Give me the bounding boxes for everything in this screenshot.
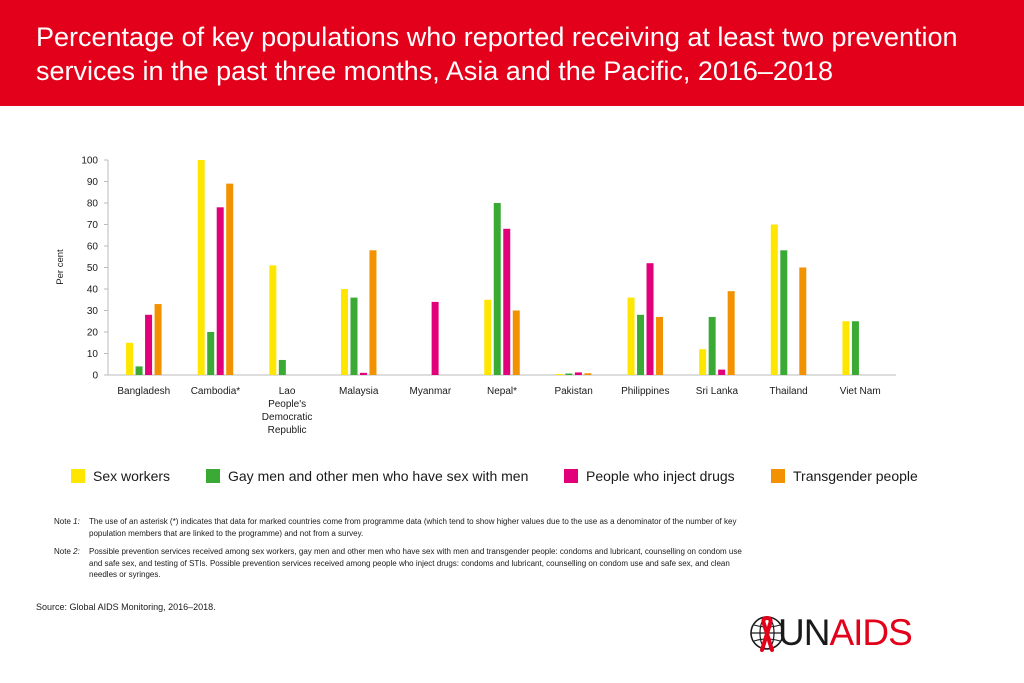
bar	[637, 314, 645, 375]
note-1-word: Note	[54, 517, 71, 526]
bar	[780, 250, 788, 375]
bar	[565, 373, 573, 375]
bar	[574, 372, 582, 375]
chart-title: Percentage of key populations who report…	[36, 22, 958, 86]
legend-item-sex-workers: Sex workers	[71, 466, 170, 486]
note-1-text: The use of an asterisk (*) indicates tha…	[89, 517, 737, 538]
x-tick-label: Myanmar	[410, 386, 452, 397]
legend-swatch-pwid	[564, 469, 578, 483]
bar	[799, 267, 807, 375]
y-tick-label: 50	[87, 263, 99, 274]
y-tick-label: 0	[92, 371, 98, 382]
x-tick-label: Democratic	[262, 412, 313, 423]
bar	[842, 321, 850, 375]
legend-label-pwid: People who inject drugs	[586, 468, 735, 484]
x-tick-label: People's	[268, 399, 306, 410]
red-ribbon-globe-icon	[750, 615, 784, 652]
source-text: Global AIDS Monitoring, 2016–2018.	[69, 602, 216, 612]
x-tick-label: Nepal*	[487, 386, 517, 397]
bar	[646, 263, 654, 375]
x-tick-label: Philippines	[621, 386, 669, 397]
x-tick-label: Bangladesh	[117, 386, 170, 397]
note-2-word: Note	[54, 547, 71, 556]
x-tick-label: Pakistan	[554, 386, 592, 397]
bar	[708, 316, 716, 375]
note-2: Note 2: Possible prevention services rec…	[54, 546, 754, 581]
chart-notes: Note 1: The use of an asterisk (*) indic…	[54, 516, 754, 588]
bar	[226, 183, 234, 375]
bar	[216, 207, 224, 375]
bar	[555, 373, 563, 375]
bar	[350, 297, 358, 375]
x-tick-label: Lao	[279, 386, 296, 397]
source-label: Source:	[36, 602, 68, 612]
x-tick-label: Republic	[268, 425, 307, 436]
bar	[493, 203, 501, 375]
bar	[627, 297, 635, 375]
logo-aids: AIDS	[829, 612, 912, 653]
legend-label-msm: Gay men and other men who have sex with …	[228, 468, 529, 484]
bar	[359, 372, 367, 375]
bar	[126, 342, 134, 375]
source-line: Source: Global AIDS Monitoring, 2016–201…	[36, 602, 216, 612]
bar	[484, 299, 492, 375]
note-1-number: 1:	[73, 517, 80, 526]
unaids-logo: UNAIDS	[748, 610, 948, 656]
y-tick-label: 90	[87, 177, 99, 188]
bar	[197, 160, 205, 375]
x-tick-label: Sri Lanka	[696, 386, 739, 397]
x-tick-label: Thailand	[769, 386, 807, 397]
legend-item-msm: Gay men and other men who have sex with …	[206, 466, 528, 486]
legend-label-transgender: Transgender people	[793, 468, 918, 484]
y-tick-label: 100	[81, 156, 98, 167]
legend-item-transgender: Transgender people	[771, 466, 918, 486]
bar	[770, 224, 778, 375]
note-1-label: Note 1:	[54, 516, 89, 539]
y-tick-label: 20	[87, 328, 99, 339]
bar	[503, 228, 511, 375]
bar	[656, 316, 664, 375]
y-tick-label: 70	[87, 220, 99, 231]
bar	[851, 321, 859, 375]
y-tick-label: 60	[87, 242, 99, 253]
note-2-number: 2:	[73, 547, 80, 556]
y-tick-label: 10	[87, 349, 99, 360]
bar	[431, 301, 439, 375]
legend-swatch-sex-workers	[71, 469, 85, 483]
bar	[512, 310, 520, 375]
bar	[207, 332, 215, 375]
legend-label-sex-workers: Sex workers	[93, 468, 171, 484]
bar	[145, 314, 153, 375]
y-tick-label: 80	[87, 199, 99, 210]
bar	[278, 359, 286, 375]
note-2-text: Possible prevention services received am…	[89, 547, 742, 579]
x-tick-label: Cambodia*	[191, 386, 241, 397]
bar	[699, 349, 707, 375]
bar	[269, 265, 277, 375]
legend-item-pwid: People who inject drugs	[564, 466, 735, 486]
legend-swatch-transgender	[771, 469, 785, 483]
x-tick-label: Malaysia	[339, 386, 379, 397]
legend-swatch-msm	[206, 469, 220, 483]
x-tick-label: Viet Nam	[840, 386, 881, 397]
bar-chart: 0 10 20 30 40 50 60 70 80 90 100 Per cent Bangladesh…	[55, 156, 896, 436]
bar	[369, 250, 377, 375]
chart-legend: Sex workers Gay men and other men who ha…	[0, 466, 1024, 490]
logo-wordmark: UNAIDS	[778, 610, 913, 656]
note-2-label: Note 2:	[54, 546, 89, 581]
note-1: Note 1: The use of an asterisk (*) indic…	[54, 516, 754, 539]
bar	[718, 369, 726, 375]
y-tick-label: 30	[87, 306, 99, 317]
y-tick-label: 40	[87, 285, 99, 296]
logo-un: UN	[778, 612, 830, 653]
bar	[727, 291, 735, 375]
bar	[154, 304, 162, 375]
y-axis-label: Per cent	[55, 249, 66, 285]
bar	[584, 373, 592, 375]
bar	[135, 366, 143, 375]
bar	[340, 289, 348, 375]
title-banner: Percentage of key populations who report…	[0, 0, 1024, 106]
